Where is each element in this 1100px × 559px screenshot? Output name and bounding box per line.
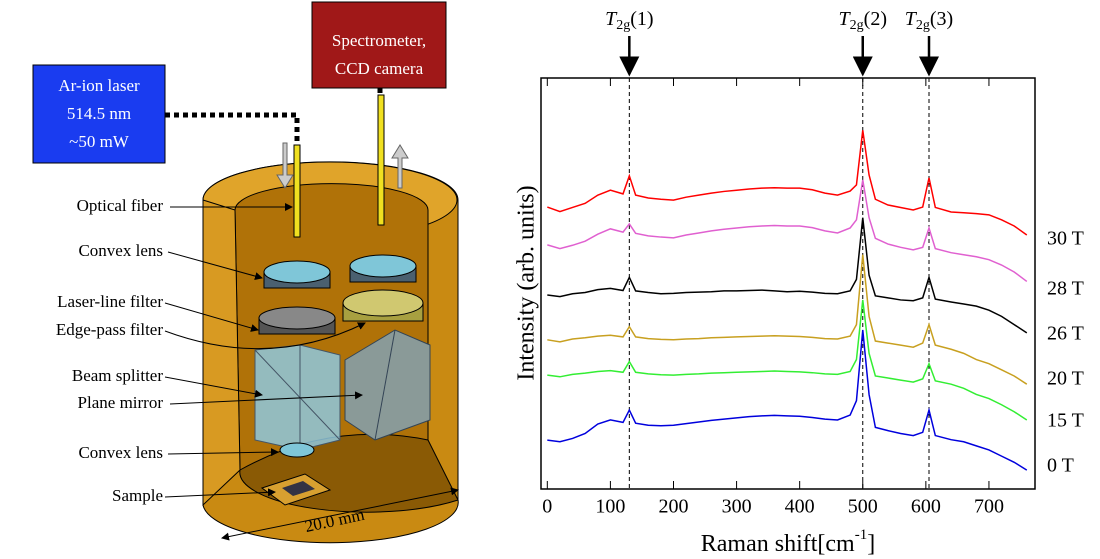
x-axis-label-text: ]: [867, 531, 875, 557]
series-label: 20 T: [1047, 368, 1084, 390]
series-label: 28 T: [1047, 278, 1084, 300]
cut-wall: [203, 200, 240, 505]
peak-label: T2g(3): [905, 8, 953, 34]
part-label: Edge-pass filter: [56, 320, 163, 339]
small-lens: [280, 443, 314, 457]
fiber-path: [165, 88, 380, 145]
peak-subscript: 2g: [850, 18, 864, 33]
x-tick-label: 200: [658, 496, 688, 518]
spectrometer-label: Spectrometer,: [332, 31, 426, 50]
series-label: 30 T: [1047, 228, 1084, 250]
x-axis-label-sup: -1: [855, 527, 868, 543]
spectrum: [547, 130, 1026, 235]
spectrum: [547, 300, 1026, 420]
part-label: Plane mirror: [78, 393, 164, 412]
peak-label: T2g(1): [605, 8, 653, 34]
beam-splitter: [255, 345, 340, 450]
part-label: Convex lens: [78, 443, 163, 462]
setup-diagram: 20.0 mm Ar-ion laser 514.5 nm ~50 mW Spe…: [33, 2, 458, 543]
peak-index: (3): [930, 8, 953, 30]
part-label: Convex lens: [78, 241, 163, 260]
series-label: 15 T: [1047, 410, 1084, 432]
edge-pass-filter: [343, 290, 423, 316]
peak-index: (1): [630, 8, 653, 30]
lens: [264, 261, 330, 283]
laser-line-filter: [259, 307, 335, 329]
x-tick-label: 500: [848, 496, 878, 518]
y-axis-label: Intensity (arb. units): [514, 185, 540, 380]
laser-label: 514.5 nm: [67, 104, 131, 123]
spectrometer-label: CCD camera: [335, 59, 424, 78]
part-label: Beam splitter: [72, 366, 163, 385]
lens: [350, 255, 416, 277]
part-label: Optical fiber: [77, 196, 164, 215]
x-axis-label: Raman shift[cm-1]: [701, 527, 875, 556]
laser-label: Ar-ion laser: [58, 76, 140, 95]
spectrum: [547, 218, 1026, 333]
x-tick-label: 400: [785, 496, 815, 518]
figure: 20.0 mm Ar-ion laser 514.5 nm ~50 mW Spe…: [0, 0, 1100, 559]
fiber-in: [294, 145, 300, 237]
spectrum: [547, 255, 1026, 384]
x-tick-label: 600: [911, 496, 941, 518]
fiber-out: [378, 95, 384, 225]
x-tick-label: 0: [542, 496, 552, 518]
peak-index: (2): [864, 8, 887, 30]
spectrum: [547, 180, 1026, 282]
x-tick-label: 300: [722, 496, 752, 518]
peak-subscript: 2g: [616, 18, 630, 33]
series-label: 0 T: [1047, 455, 1074, 477]
laser-label: ~50 mW: [69, 132, 130, 151]
part-label: Laser-line filter: [57, 292, 163, 311]
series-label: 26 T: [1047, 323, 1084, 345]
plot-frame: [541, 78, 1035, 489]
x-axis-label-text: Raman shift[cm: [701, 531, 855, 557]
x-tick-label: 700: [974, 496, 1004, 518]
part-label: Sample: [112, 486, 163, 505]
peak-label: T2g(2): [839, 8, 887, 34]
peak-subscript: 2g: [916, 18, 930, 33]
x-tick-label: 100: [595, 496, 625, 518]
